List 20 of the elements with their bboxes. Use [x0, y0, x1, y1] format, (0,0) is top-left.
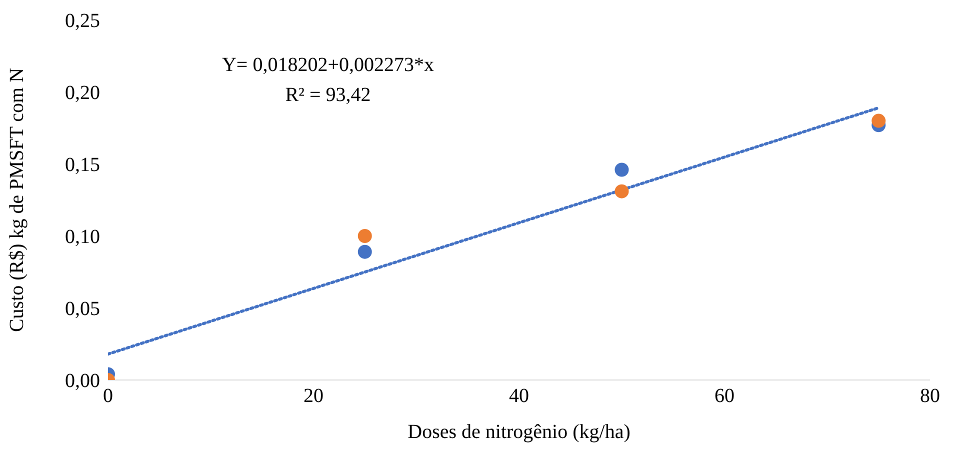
y-tick-label: 0,20 [65, 82, 100, 104]
x-tick-label: 80 [920, 385, 940, 408]
point [872, 114, 886, 128]
y-tick-label: 0,25 [65, 10, 100, 32]
point [358, 229, 372, 243]
point [614, 162, 629, 177]
y-axis-title: Custo (R$) kg de PMSFT com N [6, 68, 28, 332]
x-tick-label: 20 [304, 385, 324, 408]
x-tick-label: 0 [103, 385, 113, 408]
y-tick-label: 0,15 [65, 154, 100, 176]
x-tick-label: 40 [509, 385, 529, 408]
y-tick-label: 0,05 [65, 298, 100, 320]
x-axis-title: Doses de nitrogênio (kg/ha) [408, 421, 630, 443]
annotation: Y= 0,018202+0,002273*x [220, 53, 435, 78]
y-tick-label: 0,00 [65, 370, 100, 392]
point [358, 244, 372, 259]
point [614, 184, 629, 198]
annotation: R² = 93,42 [284, 83, 372, 108]
y-tick-label: 0,10 [65, 226, 100, 248]
x-tick-label: 60 [714, 385, 734, 408]
